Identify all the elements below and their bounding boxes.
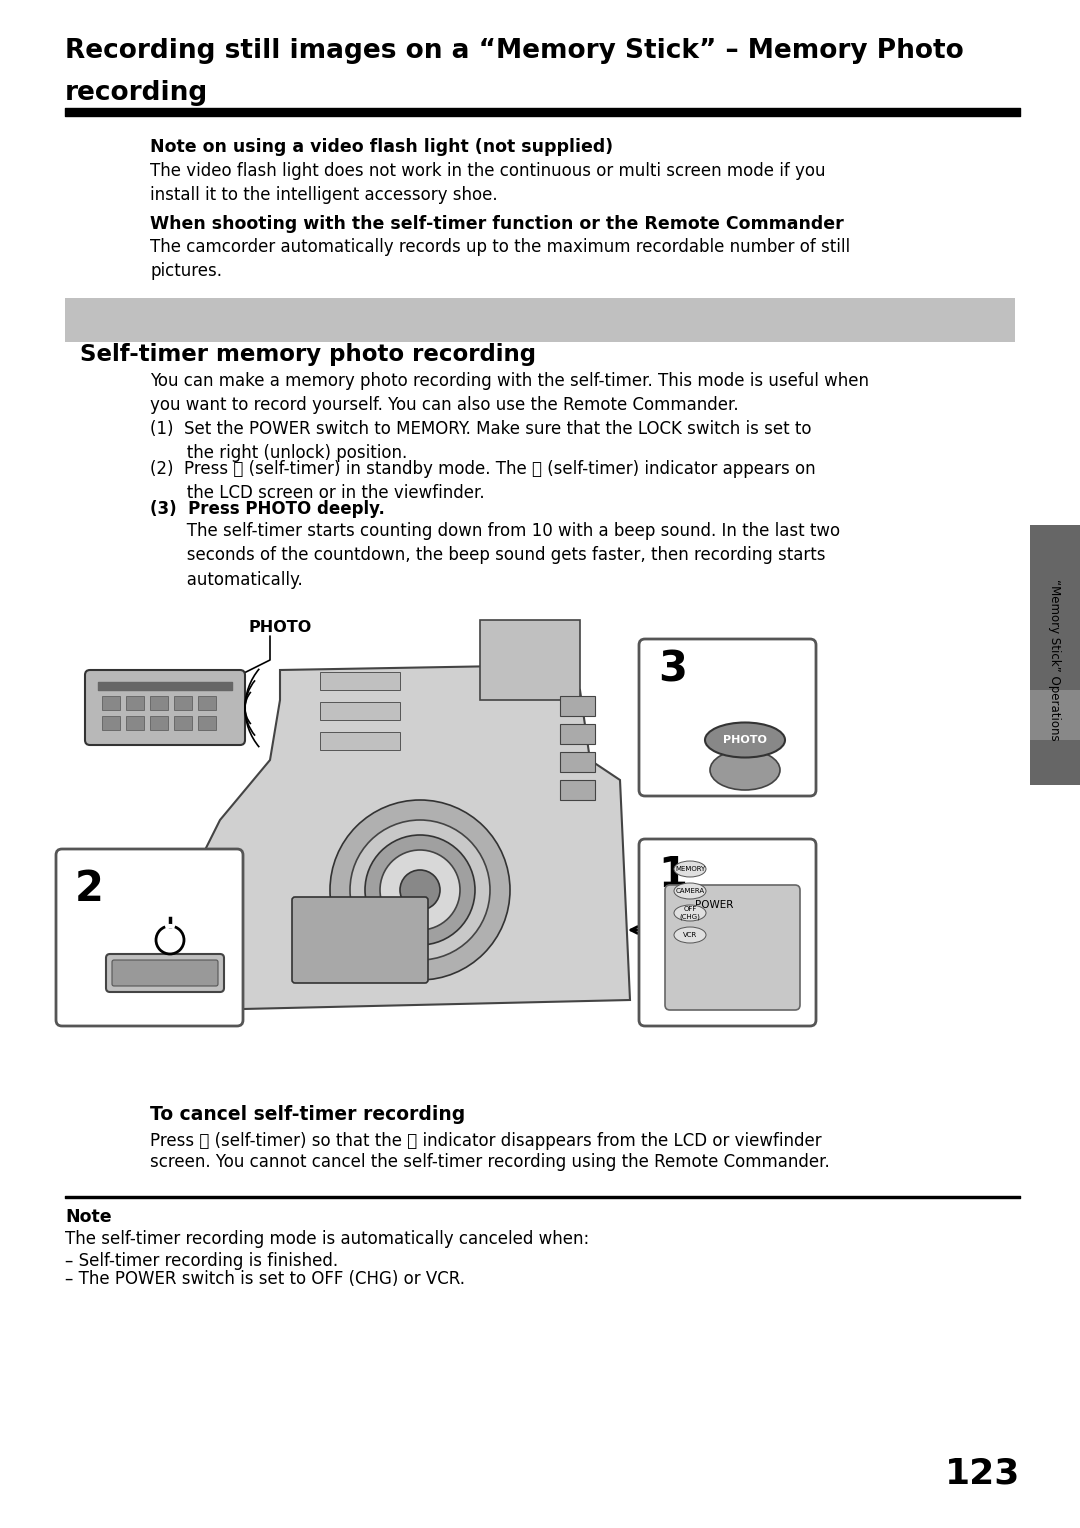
Bar — [320, 701, 400, 720]
Bar — [102, 717, 120, 730]
Text: PHOTO: PHOTO — [724, 735, 767, 746]
Text: You can make a memory photo recording with the self-timer. This mode is useful w: You can make a memory photo recording wi… — [150, 371, 869, 414]
Bar — [126, 717, 144, 730]
Bar — [1030, 526, 1080, 785]
Text: VCR: VCR — [683, 932, 697, 938]
Bar — [198, 717, 216, 730]
Circle shape — [330, 801, 510, 979]
Ellipse shape — [674, 927, 706, 943]
Bar — [320, 672, 400, 691]
Bar — [320, 732, 400, 750]
Text: (1)  Set the POWER switch to MEMORY. Make sure that the LOCK switch is set to
  : (1) Set the POWER switch to MEMORY. Make… — [150, 420, 811, 463]
Ellipse shape — [674, 860, 706, 877]
Text: PHOTO: PHOTO — [248, 620, 311, 636]
Text: (3)  Press PHOTO deeply.: (3) Press PHOTO deeply. — [150, 500, 384, 518]
Text: POWER: POWER — [696, 900, 733, 911]
Text: (2)  Press ⏹ (self-timer) in standby mode. The ⏹ (self-timer) indicator appears : (2) Press ⏹ (self-timer) in standby mode… — [150, 460, 815, 503]
Bar — [561, 724, 595, 744]
Text: To cancel self-timer recording: To cancel self-timer recording — [150, 1105, 465, 1125]
Bar — [561, 779, 595, 801]
Text: MEMORY: MEMORY — [675, 866, 705, 872]
Bar — [198, 695, 216, 711]
Text: Note: Note — [65, 1209, 111, 1225]
Text: When shooting with the self-timer function or the Remote Commander: When shooting with the self-timer functi… — [150, 215, 843, 232]
FancyBboxPatch shape — [56, 850, 243, 1025]
Text: Recording still images on a “Memory Stick” – Memory Photo: Recording still images on a “Memory Stic… — [65, 38, 963, 64]
Circle shape — [400, 869, 440, 911]
Text: – Self-timer recording is finished.: – Self-timer recording is finished. — [65, 1251, 338, 1270]
Bar — [174, 695, 192, 711]
Text: 123: 123 — [945, 1456, 1020, 1490]
Text: Self-timer memory photo recording: Self-timer memory photo recording — [80, 342, 536, 367]
Text: 2: 2 — [75, 868, 104, 911]
FancyBboxPatch shape — [665, 885, 800, 1010]
Circle shape — [365, 834, 475, 944]
Bar — [102, 695, 120, 711]
Bar — [561, 695, 595, 717]
Bar — [1030, 691, 1080, 740]
FancyBboxPatch shape — [292, 897, 428, 983]
Ellipse shape — [710, 750, 780, 790]
FancyBboxPatch shape — [85, 669, 245, 746]
Bar — [150, 695, 168, 711]
Text: “Memory Stick” Operations: “Memory Stick” Operations — [1049, 579, 1062, 741]
Text: The self-timer starts counting down from 10 with a beep sound. In the last two
 : The self-timer starts counting down from… — [150, 523, 840, 588]
Bar — [65, 298, 1015, 342]
Ellipse shape — [705, 723, 785, 758]
Text: 3: 3 — [658, 648, 687, 691]
Bar — [480, 620, 580, 700]
Bar — [126, 695, 144, 711]
FancyBboxPatch shape — [639, 639, 816, 796]
Text: The camcorder automatically records up to the maximum recordable number of still: The camcorder automatically records up t… — [150, 238, 850, 280]
Text: Press ⏹ (self-timer) so that the ⏹ indicator disappears from the LCD or viewfind: Press ⏹ (self-timer) so that the ⏹ indic… — [150, 1132, 822, 1151]
Ellipse shape — [674, 883, 706, 898]
Text: recording: recording — [65, 79, 208, 105]
Text: Note on using a video flash light (not supplied): Note on using a video flash light (not s… — [150, 138, 613, 156]
Text: screen. You cannot cancel the self-timer recording using the Remote Commander.: screen. You cannot cancel the self-timer… — [150, 1154, 829, 1170]
Bar — [174, 717, 192, 730]
FancyBboxPatch shape — [112, 960, 218, 986]
Text: 1: 1 — [658, 854, 687, 895]
Bar — [561, 752, 595, 772]
Circle shape — [380, 850, 460, 931]
FancyBboxPatch shape — [639, 839, 816, 1025]
Text: The self-timer recording mode is automatically canceled when:: The self-timer recording mode is automat… — [65, 1230, 590, 1248]
Polygon shape — [195, 665, 630, 1010]
Circle shape — [350, 821, 490, 960]
Ellipse shape — [674, 905, 706, 921]
Text: CAMERA: CAMERA — [675, 888, 704, 894]
Bar — [150, 717, 168, 730]
Text: – The POWER switch is set to OFF (CHG) or VCR.: – The POWER switch is set to OFF (CHG) o… — [65, 1270, 465, 1288]
FancyBboxPatch shape — [106, 953, 224, 992]
Text: OFF
(CHG): OFF (CHG) — [679, 906, 701, 920]
Text: The video flash light does not work in the continuous or multi screen mode if yo: The video flash light does not work in t… — [150, 162, 825, 205]
